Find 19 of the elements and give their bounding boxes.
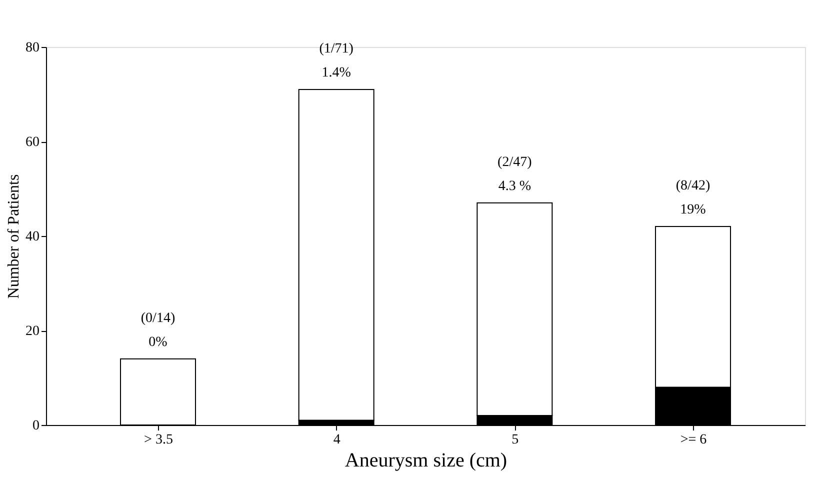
annotation: 4.3 % (498, 178, 532, 194)
x-tick-label: > 3.5 (144, 432, 173, 448)
annotation: (1/71) (319, 42, 354, 57)
y-tick-label: 80 (26, 40, 40, 56)
annotation: 19% (680, 202, 706, 218)
annotation: 0% (148, 334, 168, 350)
y-tick-label: 60 (26, 135, 40, 150)
annotation: (8/42) (676, 178, 710, 194)
y-tick-label: 20 (26, 324, 40, 339)
x-axis-title: Aneurysm size (cm) (344, 450, 508, 472)
annotation: 1.4% (322, 66, 352, 81)
annotation: (0/14) (140, 310, 176, 326)
y-tick-label: 40 (26, 230, 40, 244)
annotation: (2/47) (498, 154, 532, 170)
y-axis-title: Number of Patients (6, 174, 22, 299)
x-tick-label: 4 (333, 432, 340, 448)
x-tick-label: 5 (512, 432, 519, 448)
x-tick-label: >= 6 (680, 432, 707, 448)
y-tick-label: 0 (32, 418, 40, 434)
